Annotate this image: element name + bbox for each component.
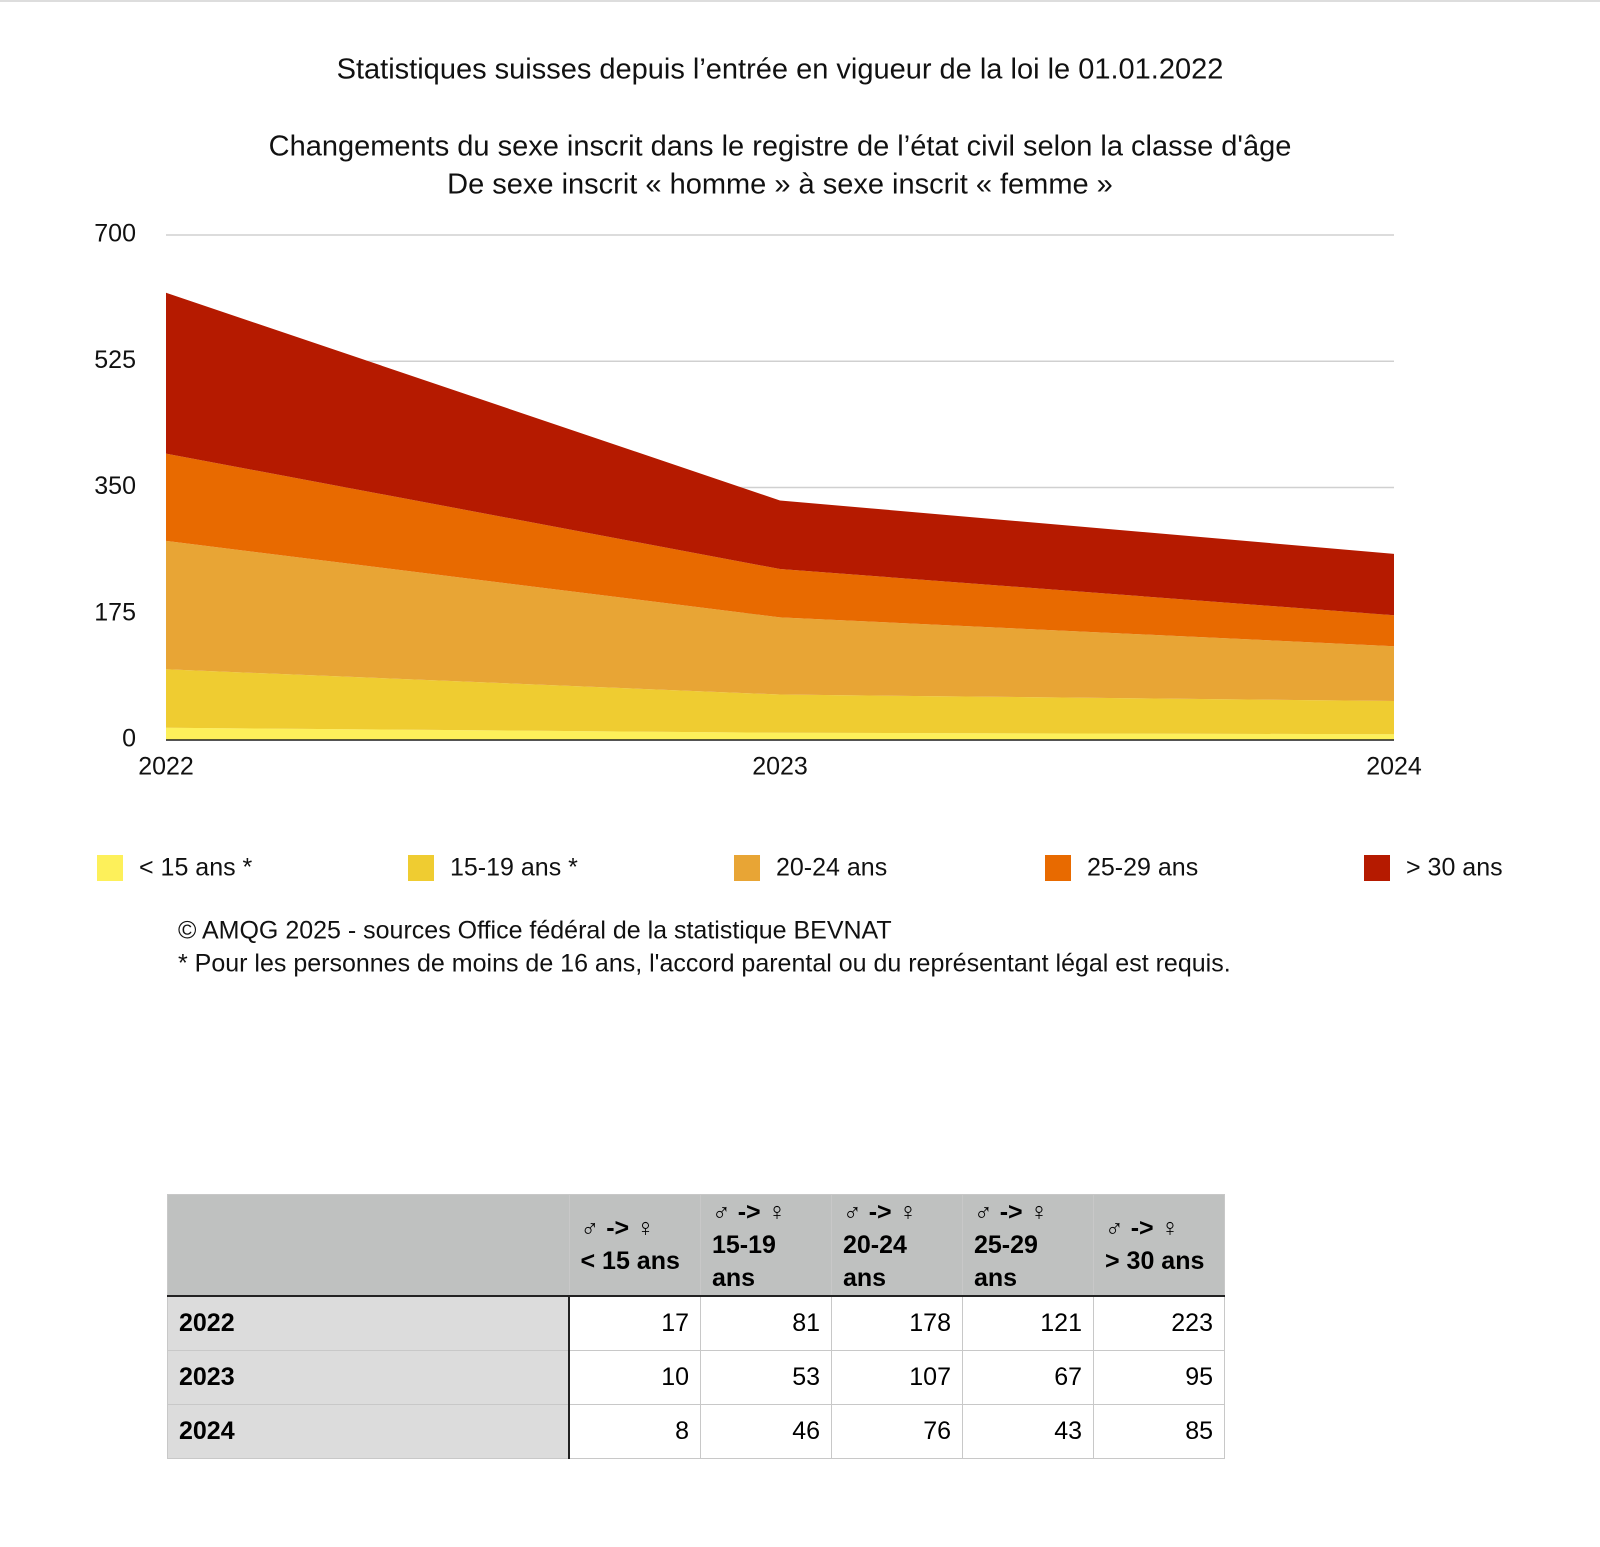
row-header: 2024: [167, 1404, 570, 1459]
column-header: ♂ -> ♀ 15-19 ans: [700, 1194, 832, 1297]
table-cell: 107: [831, 1350, 963, 1405]
column-label: 25-29 ans: [974, 1230, 1038, 1292]
table-cell: 53: [700, 1350, 832, 1405]
table-cell: 8: [568, 1404, 701, 1459]
top-border: [0, 0, 1600, 2]
areas: [166, 292, 1394, 740]
area: [166, 727, 1394, 740]
y-tick-label: 700: [94, 220, 136, 248]
table-cell: 95: [1093, 1350, 1225, 1405]
table-cell: 178: [831, 1295, 963, 1351]
table-row: 2022 17 81 178 121 223: [167, 1295, 1225, 1351]
legend-swatch: [1364, 855, 1390, 881]
column-symbol: ♂ -> ♀: [580, 1214, 655, 1242]
x-tick-label: 2024: [1366, 753, 1422, 781]
table-cell: 46: [700, 1404, 832, 1459]
legend-swatch: [1045, 855, 1071, 881]
table-cell: 85: [1093, 1404, 1225, 1459]
area: [166, 453, 1394, 647]
x-tick-label: 2022: [138, 753, 194, 781]
legend-label: > 30 ans: [1406, 854, 1503, 882]
table-cell: 43: [962, 1404, 1094, 1459]
column-label: 20-24 ans: [843, 1230, 907, 1292]
table-cell: 10: [568, 1350, 701, 1405]
legend-label: 15-19 ans *: [450, 854, 578, 882]
table-cell: 76: [831, 1404, 963, 1459]
table-cell: 81: [700, 1295, 832, 1351]
chart-title: Statistiques suisses depuis l’entrée en …: [337, 54, 1224, 86]
area: [166, 669, 1394, 735]
chart: Statistiques suisses depuis l’entrée en …: [94, 54, 1503, 978]
note: © AMQG 2025 - sources Office fédéral de …: [178, 917, 892, 945]
column-header: ♂ -> ♀ 20-24 ans: [831, 1194, 963, 1297]
note: * Pour les personnes de moins de 16 ans,…: [178, 950, 1231, 978]
header-row: ♂ -> ♀ < 15 ans ♂ -> ♀ 15-19 ans ♂ -> ♀ 20-24…: [167, 1194, 1225, 1297]
legend-label: 25-29 ans: [1087, 854, 1198, 882]
column-header: ♂ -> ♀ 25-29 ans: [962, 1194, 1094, 1297]
column-symbol: ♂ -> ♀: [712, 1197, 787, 1226]
legend-label: < 15 ans *: [139, 854, 253, 882]
chart-subtitle: Changements du sexe inscrit dans le regi…: [269, 131, 1292, 163]
column-header: ♂ -> ♀ > 30 ans: [1093, 1194, 1225, 1297]
table-cell: 121: [962, 1295, 1094, 1351]
column-symbol: ♂ -> ♀: [974, 1197, 1049, 1226]
column-symbol: ♂ -> ♀: [1105, 1214, 1180, 1242]
column-label: > 30 ans: [1105, 1247, 1205, 1275]
corner-cell: [167, 1194, 570, 1297]
x-tick-label: 2023: [752, 753, 808, 781]
row-header: 2022: [167, 1295, 570, 1351]
y-tick-label: 525: [94, 346, 136, 374]
table-row: 2023 10 53 107 67 95: [167, 1350, 1225, 1405]
y-tick-label: 175: [94, 598, 136, 626]
column-symbol: ♂ -> ♀: [843, 1197, 918, 1226]
legend-swatch: [734, 855, 760, 881]
area: [166, 292, 1394, 616]
data-table: ♂ -> ♀ < 15 ans ♂ -> ♀ 15-19 ans ♂ -> ♀ 20-24…: [167, 1194, 1225, 1459]
chart-subtitle: De sexe inscrit « homme » à sexe inscrit…: [447, 169, 1113, 201]
table-row: 2024 8 46 76 43 85: [167, 1404, 1225, 1459]
y-tick-label: 0: [122, 725, 136, 753]
table-cell: 67: [962, 1350, 1094, 1405]
table-cell: 17: [568, 1295, 701, 1351]
legend-swatch: [97, 855, 123, 881]
column-label: 15-19 ans: [712, 1230, 776, 1292]
y-tick-label: 350: [94, 472, 136, 500]
column-label: < 15 ans: [580, 1247, 680, 1275]
legend-label: 20-24 ans: [776, 854, 887, 882]
legend-swatch: [408, 855, 434, 881]
row-header: 2023: [167, 1350, 570, 1405]
area: [166, 540, 1394, 702]
table-cell: 223: [1093, 1295, 1225, 1351]
column-header: ♂ -> ♀ < 15 ans: [568, 1194, 701, 1297]
